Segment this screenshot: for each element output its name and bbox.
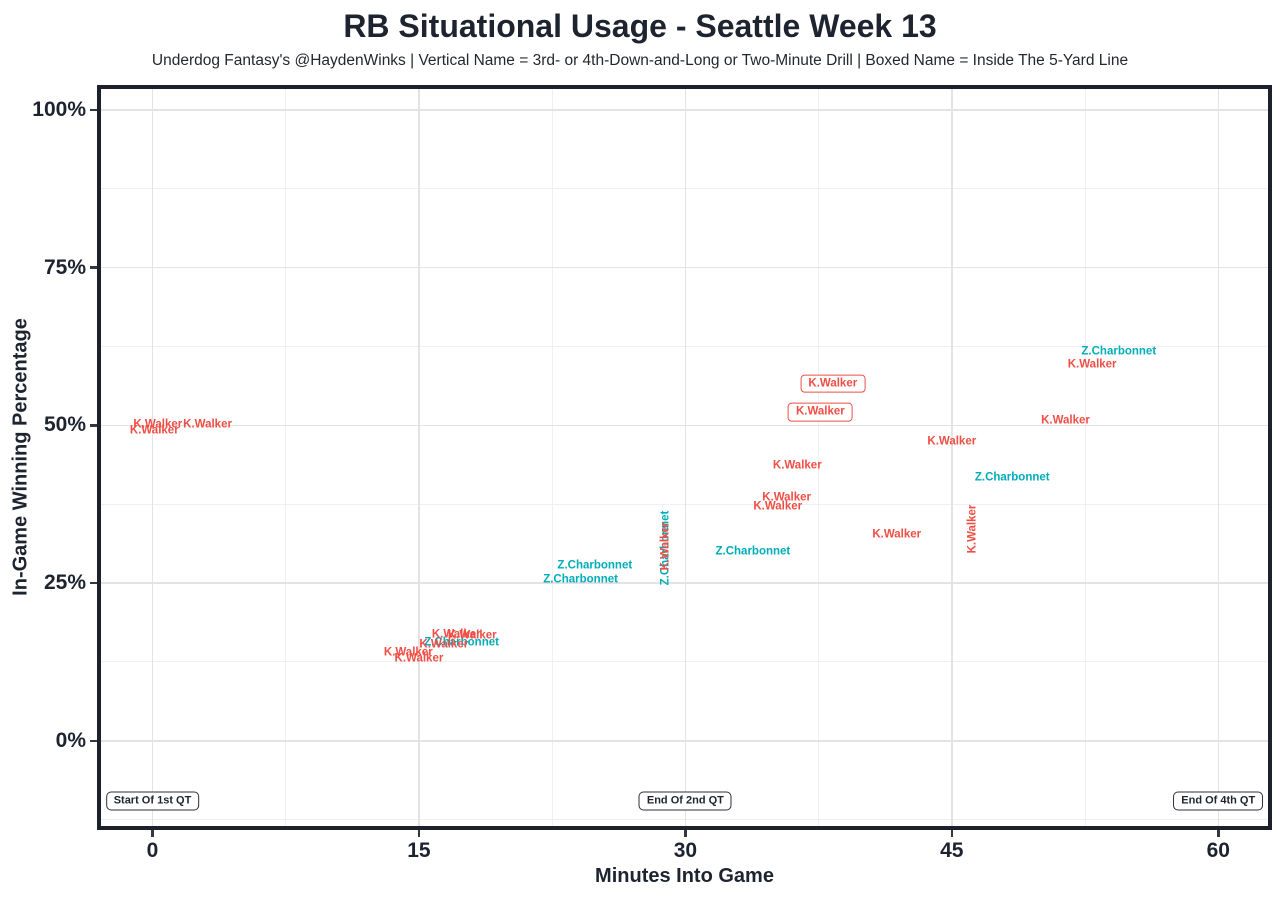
gridline-horizontal-major (101, 424, 1268, 427)
data-point-k-walker-boxed: K.Walker (787, 402, 853, 422)
y-axis-tick-mark (90, 108, 97, 112)
data-point-k-walker-plain: K.Walker (419, 638, 469, 651)
y-axis-tick-label: 75% (43, 255, 86, 279)
data-point-k-walker-plain: K.Walker (183, 418, 232, 431)
y-axis-tick-mark (90, 739, 97, 743)
y-axis-tick-mark (90, 424, 97, 427)
data-point-z-charbonnet-plain: Z.Charbonnet (715, 545, 791, 558)
gridline-horizontal-minor (101, 188, 1268, 190)
gridline-horizontal-major (101, 266, 1268, 269)
annotation-start-of-1st-qt: Start Of 1st QT (105, 791, 200, 811)
y-axis-tick-label: 100% (32, 97, 86, 121)
gridline-horizontal-major (101, 109, 1268, 111)
chart-subtitle: Underdog Fantasy's @HaydenWinks | Vertic… (151, 52, 1129, 69)
data-point-z-charbonnet-plain: Z.Charbonnet (974, 471, 1050, 484)
data-point-k-walker-plain: K.Walker (383, 646, 433, 659)
gridline-horizontal-minor (101, 503, 1268, 505)
x-axis-tick-mark (950, 830, 954, 837)
y-axis-tick-label: 0% (55, 728, 86, 752)
gridline-vertical-minor (1084, 89, 1086, 826)
x-axis-tick-label: 15 (407, 839, 431, 862)
annotation-end-of-2nd-qt: End Of 2nd QT (638, 791, 732, 811)
gridline-vertical-minor (551, 89, 553, 826)
y-axis-title: In-Game Winning Percentage (9, 318, 32, 596)
x-axis-tick-mark (151, 830, 154, 837)
gridline-vertical-major (418, 89, 420, 826)
x-axis-tick-label: 45 (940, 839, 964, 862)
data-point-k-walker-plain: K.Walker (447, 629, 497, 642)
annotation-end-of-4th-qt: End Of 4th QT (1173, 791, 1264, 811)
gridline-horizontal-major (101, 582, 1268, 584)
data-point-z-charbonnet-plain: Z.Charbonnet (543, 573, 618, 586)
gridline-horizontal-minor (101, 819, 1268, 821)
data-point-k-walker-plain: K.Walker (129, 424, 179, 437)
data-point-z-charbonnet-plain: Z.Charbonnet (424, 636, 499, 649)
data-point-k-walker-plain: K.Walker (872, 528, 922, 541)
gridline-horizontal-minor (101, 661, 1268, 663)
gridline-vertical-major (151, 89, 154, 826)
data-point-k-walker-plain: K.Walker (927, 435, 977, 448)
y-axis-tick-label: 25% (43, 571, 86, 595)
data-point-k-walker-plain: K.Walker (133, 418, 183, 431)
data-point-k-walker-plain: K.Walker (772, 459, 822, 472)
x-axis-tick-mark (684, 830, 687, 837)
data-point-k-walker-plain: K.Walker (394, 652, 444, 665)
data-point-k-walker-vertical: K.Walker (966, 504, 979, 554)
y-axis-tick-mark (90, 581, 97, 585)
data-point-k-walker-plain: K.Walker (1041, 414, 1090, 427)
plot-area: Z.Charbonnet Z.Charbonnet Z.Charbonnet Z.Ch… (97, 85, 1272, 830)
x-axis-tick-label: 0 (146, 839, 159, 862)
data-point-k-walker-plain: K.Walker (753, 500, 803, 513)
gridline-vertical-minor (285, 89, 287, 826)
gridline-vertical-major (684, 89, 687, 826)
data-point-k-walker-plain: K.Walker (762, 491, 812, 504)
x-axis-tick-mark (1217, 830, 1220, 837)
y-axis-tick-label: 50% (43, 413, 86, 437)
data-point-z-charbonnet-plain: Z.Charbonnet (1081, 345, 1157, 358)
data-point-k-walker-plain: K.Walker (431, 628, 481, 641)
gridline-vertical-major (1217, 89, 1219, 826)
gridline-vertical-minor (818, 89, 820, 826)
x-axis-tick-label: 60 (1206, 839, 1230, 862)
data-point-k-walker-vertical: K.Walker (659, 521, 672, 571)
y-axis-tick-mark (90, 266, 97, 269)
x-axis-tick-mark (417, 830, 421, 837)
gridline-horizontal-major (101, 740, 1268, 742)
gridline-horizontal-minor (101, 345, 1268, 347)
data-point-k-walker-plain: K.Walker (1067, 358, 1117, 371)
x-axis-title: Minutes Into Game (595, 865, 774, 887)
data-point-k-walker-boxed: K.Walker (800, 374, 866, 393)
data-point-z-charbonnet-plain: Z.Charbonnet (557, 559, 633, 572)
chart-title: RB Situational Usage - Seattle Week 13 (343, 8, 937, 44)
x-axis-tick-label: 30 (673, 839, 698, 862)
gridline-vertical-major (951, 89, 953, 826)
